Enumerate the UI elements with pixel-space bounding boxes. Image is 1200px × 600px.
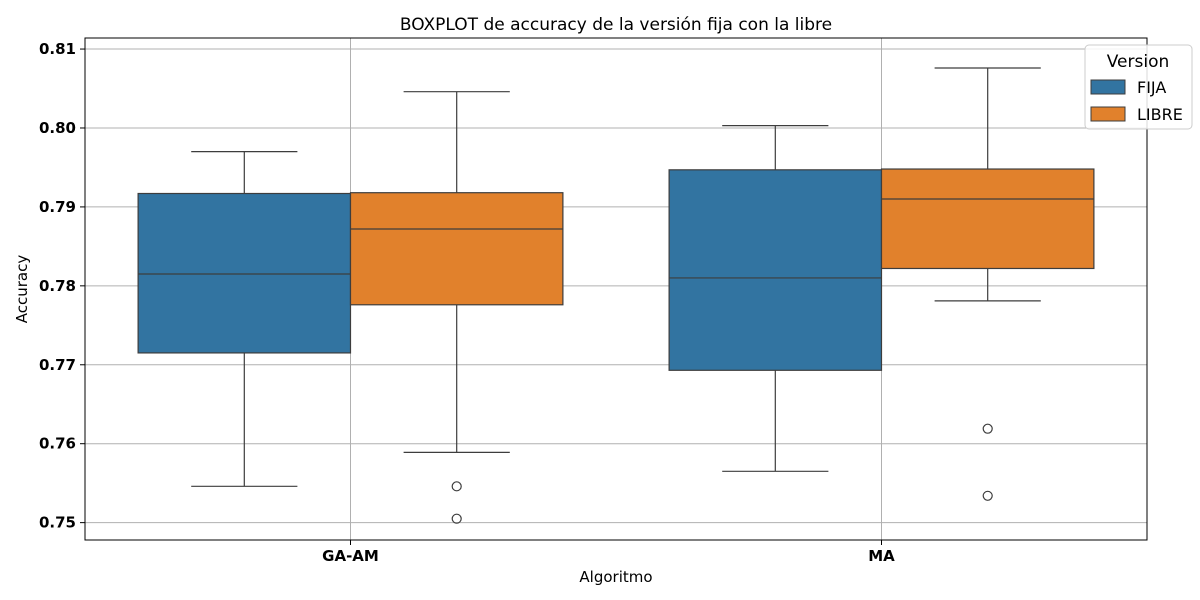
plot-area-frame <box>84 37 1148 541</box>
y-tick-label: 0.81 <box>39 40 76 58</box>
chart-title: BOXPLOT de accuracy de la versión fija c… <box>400 15 832 35</box>
y-tick-label: 0.76 <box>39 435 76 453</box>
x-tick-label: GA-AM <box>322 547 379 565</box>
x-axis-label: Algoritmo <box>579 568 652 586</box>
iqr-box <box>137 192 352 354</box>
box-fija-ga-am <box>137 151 352 487</box>
x-tick-label: MA <box>868 547 895 565</box>
box-fija-ma <box>668 125 883 472</box>
legend-swatch-fija <box>1090 79 1126 95</box>
legend-swatch-libre <box>1090 106 1126 122</box>
y-tick-label: 0.77 <box>39 356 76 374</box>
legend-title: Version <box>1107 52 1170 72</box>
iqr-box <box>880 168 1095 270</box>
iqr-box <box>668 169 883 371</box>
outlier-point <box>451 481 462 492</box>
legend-label-libre: LIBRE <box>1137 105 1183 124</box>
y-axis-ticks: 0.75 0.76 0.77 0.78 0.79 0.80 0.81 <box>39 40 85 532</box>
iqr-box <box>349 192 564 306</box>
box-series <box>137 67 1095 524</box>
y-tick-label: 0.78 <box>39 277 76 295</box>
y-tick-label: 0.80 <box>39 119 76 137</box>
outlier-point <box>451 513 462 524</box>
box-libre-ma <box>880 67 1095 501</box>
outlier-point <box>982 490 993 501</box>
x-axis-ticks: GA-AM MA <box>322 540 895 565</box>
box-libre-ga-am <box>349 91 564 524</box>
y-tick-label: 0.75 <box>39 514 76 532</box>
y-tick-label: 0.79 <box>39 198 76 216</box>
legend-label-fija: FIJA <box>1137 78 1166 97</box>
legend: Version FIJA LIBRE <box>1084 44 1193 130</box>
y-axis-label: Accuracy <box>13 255 31 324</box>
outlier-point <box>982 423 993 434</box>
